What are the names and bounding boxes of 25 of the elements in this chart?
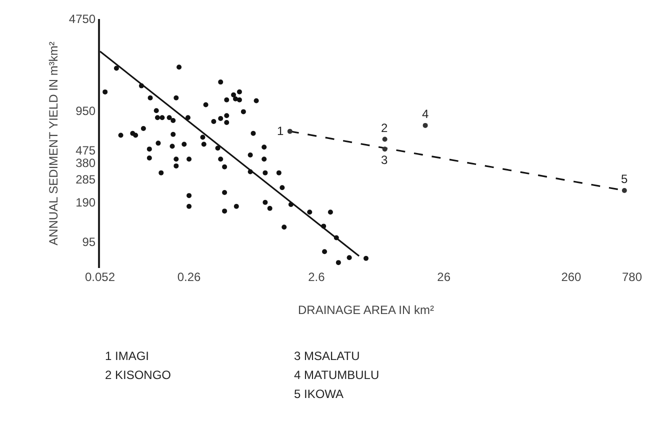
y-axis-title: ANNUAL SEDIMENT YIELD IN m³km² xyxy=(46,42,61,246)
annotation: 1 xyxy=(277,124,284,138)
x-tick-label: 0.052 xyxy=(84,270,116,284)
x-tick-label: 0.26 xyxy=(177,270,202,284)
x-tick-label: 2.6 xyxy=(308,270,326,284)
text: 2 KISONGO xyxy=(105,368,172,382)
x-tick-label: 26 xyxy=(437,270,451,284)
y-tick-label: 285 xyxy=(76,172,96,186)
annotation: 4 xyxy=(422,107,429,121)
x-tick-label: 260 xyxy=(561,270,582,284)
text: 3 MSALATU xyxy=(294,349,360,363)
text: 1 IMAGI xyxy=(105,349,150,363)
y-tick-label: 95 xyxy=(82,235,96,250)
y-tick-label: 475 xyxy=(76,143,96,158)
x-tick-label: 780 xyxy=(622,270,642,284)
y-tick-label: 190 xyxy=(76,196,96,210)
annotation: 2 xyxy=(381,121,388,135)
x-axis-title: DRAINAGE AREA IN km² xyxy=(298,302,434,317)
annotation: 5 xyxy=(621,172,628,186)
text: 5 IKOWA xyxy=(294,387,344,401)
y-tick-label: 380 xyxy=(76,156,96,170)
text: 4 MATUMBULU xyxy=(294,368,380,382)
y-tick-label: 950 xyxy=(76,104,96,118)
annotation: 3 xyxy=(381,153,388,167)
y-tick-label: 4750 xyxy=(68,12,96,26)
